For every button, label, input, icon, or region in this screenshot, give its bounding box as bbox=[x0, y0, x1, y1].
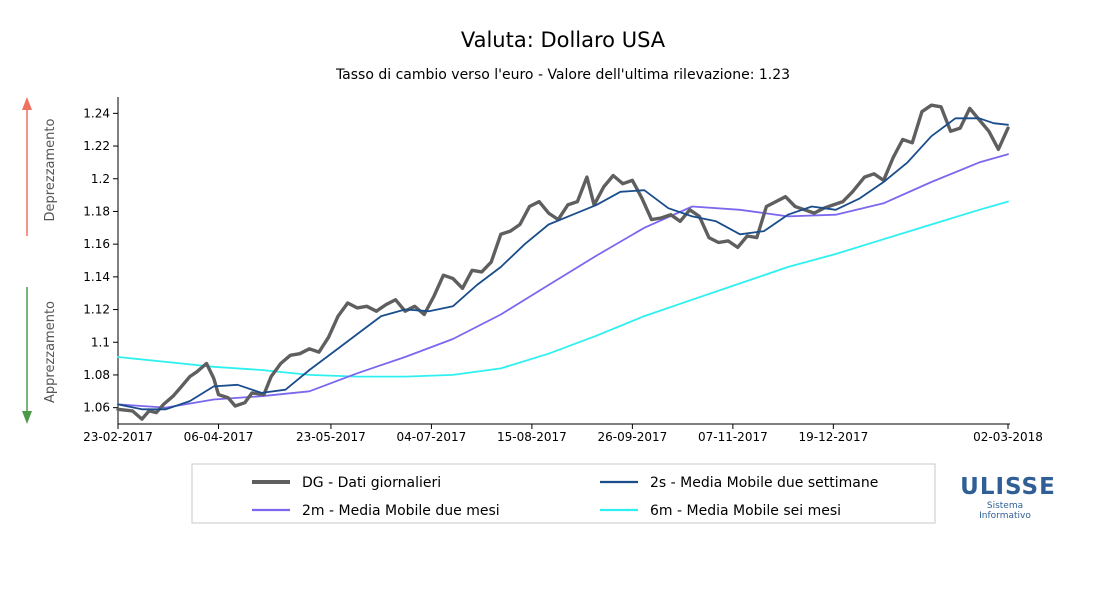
x-ticks: 23-02-2017 06-04-2017 23-05-2017 04-07-2017… bbox=[83, 424, 1043, 444]
legend-label-6m: 6m - Media Mobile sei mesi bbox=[650, 503, 841, 519]
legend: DG - Dati giornalieri 2s - Media Mobile d… bbox=[252, 475, 878, 519]
depreciation-indicator: Deprezzamento bbox=[22, 97, 58, 236]
series-line-2m bbox=[117, 153, 1009, 409]
y-tick-label: 1.22 bbox=[83, 139, 110, 153]
y-tick-label: 1.08 bbox=[83, 368, 110, 382]
appreciation-label: Apprezzamento bbox=[43, 301, 58, 403]
x-tick-label: 23-02-2017 bbox=[83, 430, 153, 444]
x-tick-label: 19-12-2017 bbox=[798, 430, 868, 444]
series-line-2s bbox=[117, 117, 1009, 411]
y-ticks: 1.06 1.08 1.1 1.12 1.14 1.16 1.18 1.2 1.22 1.24 bbox=[83, 106, 118, 415]
logo-name: ULISSE bbox=[960, 474, 1056, 500]
appreciation-indicator: Apprezzamento bbox=[22, 287, 58, 424]
y-tick-label: 1.06 bbox=[83, 401, 110, 415]
x-tick-label: 23-05-2017 bbox=[296, 430, 366, 444]
y-tick-label: 1.14 bbox=[83, 270, 110, 284]
y-tick-label: 1.24 bbox=[83, 106, 110, 120]
legend-label-2m: 2m - Media Mobile due mesi bbox=[302, 503, 500, 519]
up-arrow-icon bbox=[22, 97, 32, 110]
y-tick-label: 1.18 bbox=[83, 204, 110, 218]
depreciation-label: Deprezzamento bbox=[43, 119, 58, 222]
legend-box bbox=[191, 463, 936, 524]
y-tick-label: 1.12 bbox=[83, 303, 110, 317]
legend-label-2s: 2s - Media Mobile due settimane bbox=[650, 475, 878, 491]
x-tick-label: 02-03-2018 bbox=[973, 430, 1043, 444]
logo-sub1: Sistema bbox=[987, 501, 1023, 511]
chart-subtitle: Tasso di cambio verso l'euro - Valore de… bbox=[335, 67, 790, 83]
y-tick-label: 1.16 bbox=[83, 237, 110, 251]
chart-title: Valuta: Dollaro USA bbox=[461, 28, 666, 52]
y-tick-label: 1.1 bbox=[91, 335, 110, 349]
series-line-DG bbox=[116, 103, 1010, 421]
logo-sub2: Informativo bbox=[979, 511, 1031, 521]
x-tick-label: 15-08-2017 bbox=[497, 430, 567, 444]
series-layer bbox=[116, 103, 1010, 421]
down-arrow-icon bbox=[22, 411, 32, 424]
ulisse-logo: ULISSE Sistema Informativo bbox=[960, 474, 1056, 521]
legend-label-DG: DG - Dati giornalieri bbox=[302, 475, 441, 491]
y-tick-label: 1.2 bbox=[91, 172, 110, 186]
x-tick-label: 06-04-2017 bbox=[184, 430, 254, 444]
x-tick-label: 04-07-2017 bbox=[397, 430, 467, 444]
x-tick-label: 26-09-2017 bbox=[598, 430, 668, 444]
x-tick-label: 07-11-2017 bbox=[698, 430, 768, 444]
series-line-6m bbox=[117, 200, 1009, 378]
